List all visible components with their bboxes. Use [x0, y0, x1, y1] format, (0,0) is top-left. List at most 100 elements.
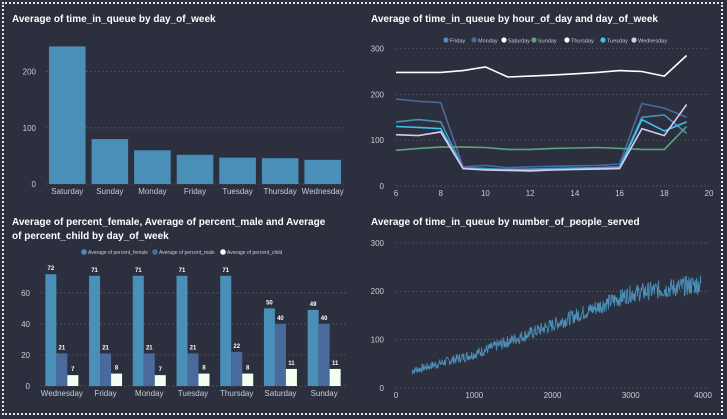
- series-line: [396, 54, 688, 78]
- bar: [187, 353, 199, 386]
- data-label: 21: [146, 345, 153, 351]
- x-tick-label: Sunday: [96, 187, 123, 196]
- bar: [91, 139, 129, 184]
- data-label: 21: [102, 345, 109, 351]
- bar: [307, 309, 319, 386]
- legend-label: Thursday: [571, 39, 594, 45]
- x-tick-label: 8: [438, 189, 443, 198]
- y-tick-label: 100: [371, 336, 385, 345]
- bar: [67, 375, 79, 386]
- bar: [56, 353, 68, 386]
- data-label: 71: [179, 268, 186, 274]
- bar: [134, 150, 171, 184]
- legend-marker: [501, 37, 507, 43]
- legend-marker: [471, 37, 477, 43]
- legend-marker: [531, 37, 537, 43]
- x-tick-label: 14: [570, 189, 579, 198]
- series-line: [395, 118, 687, 171]
- x-tick-label: Thursday: [263, 187, 296, 196]
- legend-marker: [220, 249, 226, 255]
- bar: [143, 353, 155, 386]
- y-tick-label: 200: [371, 287, 385, 296]
- bar: [263, 308, 275, 386]
- data-label: 49: [310, 302, 317, 308]
- data-label: 7: [71, 367, 75, 373]
- bar: [154, 375, 166, 386]
- legend-label: Sunday: [538, 39, 557, 45]
- x-tick-label: 12: [526, 189, 535, 198]
- bar: [89, 275, 101, 386]
- x-tick-label: 0: [394, 391, 399, 400]
- chart-title: Average of time_in_queue by hour_of_day …: [371, 14, 658, 25]
- bar: [242, 373, 254, 386]
- x-tick-label: 18: [660, 189, 669, 198]
- data-label: 71: [91, 268, 98, 274]
- chart-title: Average of time_in_queue by number_of_pe…: [371, 217, 640, 228]
- y-tick-label: 0: [380, 182, 385, 191]
- x-tick-label: Tuesday: [178, 389, 208, 398]
- bar: [261, 158, 299, 184]
- data-label: 22: [233, 344, 240, 350]
- x-tick-label: Monday: [138, 187, 166, 196]
- bar: [176, 275, 188, 386]
- bar: [318, 323, 330, 386]
- legend-label: Wednesday: [638, 39, 667, 45]
- x-tick-label: Tuesday: [222, 187, 252, 196]
- legend-label: Average of percent_child: [227, 250, 282, 256]
- data-label: 11: [332, 361, 339, 367]
- y-tick-label: 60: [21, 289, 30, 298]
- y-tick-label: 20: [21, 351, 30, 360]
- chart-panel-time-by-people[interactable]: Average of time_in_queue by number_of_pe…: [366, 212, 718, 409]
- bar: [45, 274, 57, 386]
- bar: [49, 46, 86, 184]
- x-tick-label: 20: [705, 189, 714, 198]
- x-tick-label: Friday: [94, 389, 116, 398]
- x-tick-label: Friday: [184, 187, 206, 196]
- bar: [198, 373, 210, 386]
- bar: [285, 368, 297, 386]
- x-tick-label: 4000: [694, 391, 712, 400]
- legend-marker: [564, 37, 570, 43]
- data-label: 7: [159, 367, 163, 373]
- x-tick-label: 16: [615, 189, 624, 198]
- x-tick-label: Thursday: [220, 389, 253, 398]
- y-tick-label: 300: [371, 239, 385, 248]
- y-tick-label: 40: [21, 320, 30, 329]
- chart-title: Average of time_in_queue by day_of_week: [12, 14, 216, 25]
- x-tick-label: 2000: [544, 391, 562, 400]
- legend-marker: [600, 37, 606, 43]
- chart-panel-time-by-hour[interactable]: Average of time_in_queue by hour_of_day …: [366, 8, 718, 203]
- series-line: [395, 125, 688, 152]
- data-label: 72: [48, 266, 55, 272]
- x-tick-label: Wednesday: [41, 389, 83, 398]
- x-tick-label: Wednesday: [302, 187, 344, 196]
- x-tick-label: 3000: [622, 391, 640, 400]
- data-label: 8: [202, 366, 206, 372]
- bar-chart-time-by-day: 0 100 200 Saturday Sunday Monday Friday Tuesday…: [23, 46, 344, 196]
- bar: [329, 368, 341, 386]
- series-line: [395, 104, 688, 172]
- data-label: 8: [115, 366, 119, 372]
- chart-title: Average of percent_female, Average of pe…: [12, 217, 326, 242]
- chart-panel-time-by-day[interactable]: Average of time_in_queue by day_of_week …: [6, 8, 358, 203]
- bar: [100, 353, 112, 386]
- x-tick-label: 1000: [465, 391, 483, 400]
- x-tick-label: Monday: [135, 389, 163, 398]
- x-tick-label: Saturday: [264, 389, 296, 398]
- data-label: 40: [321, 316, 328, 322]
- chart-panel-percent-by-day[interactable]: Average of percent_female, Average of pe…: [6, 212, 358, 409]
- bar: [176, 154, 214, 184]
- series-line: [411, 275, 702, 376]
- bar: [231, 351, 243, 386]
- data-label: 8: [246, 366, 250, 372]
- legend-marker: [443, 37, 449, 43]
- y-tick-label: 0: [32, 180, 37, 189]
- legend-marker: [631, 37, 637, 43]
- bar: [111, 373, 123, 386]
- x-tick-label: 10: [481, 189, 490, 198]
- y-tick-label: 300: [371, 45, 385, 54]
- data-label: 21: [59, 345, 66, 351]
- y-tick-label: 100: [371, 136, 385, 145]
- legend-label: Friday: [450, 39, 466, 45]
- bar: [304, 159, 341, 184]
